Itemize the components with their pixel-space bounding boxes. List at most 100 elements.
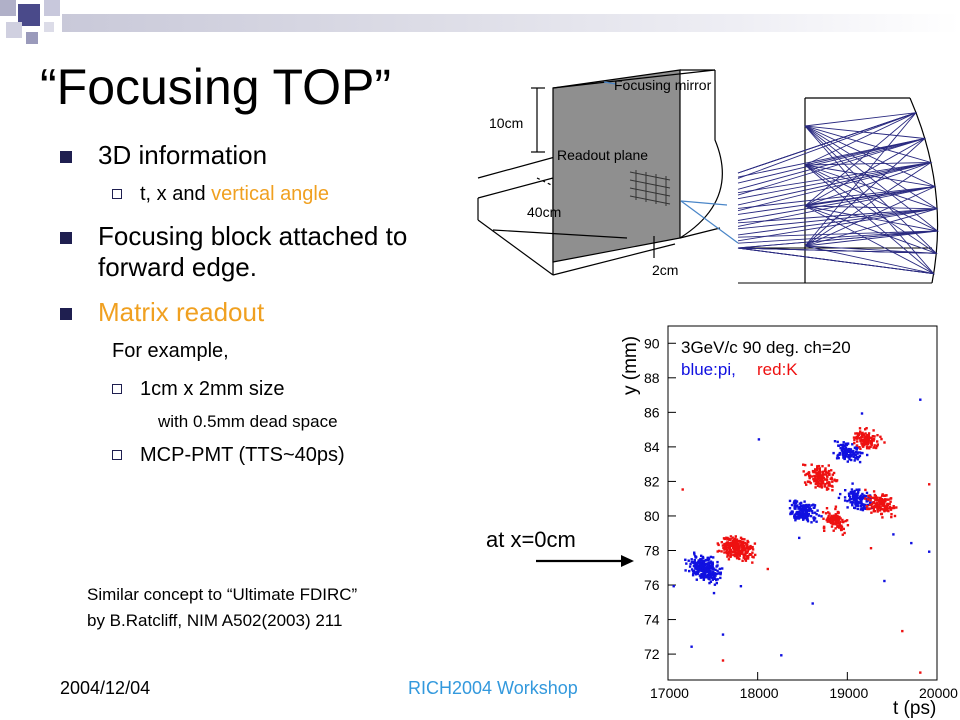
pi-point <box>836 440 839 444</box>
pi-point <box>692 565 696 568</box>
k-point <box>726 555 729 558</box>
k-point <box>830 477 833 481</box>
k-point <box>827 515 830 518</box>
k-point <box>825 475 829 478</box>
pi-point <box>712 575 715 579</box>
pi-point <box>848 455 852 458</box>
bar-top-edge <box>477 156 556 179</box>
pi-point <box>852 498 856 501</box>
k-point <box>728 546 731 549</box>
k-point <box>726 546 729 549</box>
k-point <box>804 463 807 467</box>
pi-point <box>846 499 849 503</box>
k-point <box>723 551 726 554</box>
pi-point <box>803 500 806 503</box>
k-point <box>813 480 816 483</box>
pi-point <box>719 573 722 576</box>
k-point <box>895 506 898 509</box>
bullet-text: 3D information <box>98 140 268 170</box>
pi-point <box>842 447 845 450</box>
pi-point <box>850 488 854 491</box>
k-point <box>729 535 733 538</box>
k-point <box>748 553 751 556</box>
pi-point <box>842 450 845 454</box>
k-point <box>827 464 830 467</box>
pi-point <box>848 494 851 497</box>
pi-point <box>802 518 805 521</box>
k-point <box>876 434 879 437</box>
k-point <box>881 504 884 507</box>
readout-plane <box>552 69 681 263</box>
pi-point <box>806 520 810 523</box>
pi-point <box>793 505 797 508</box>
k-point <box>810 475 814 478</box>
k-point <box>747 541 750 544</box>
ray-pointer-2 <box>680 200 739 244</box>
pi-point <box>803 506 806 509</box>
k-point <box>766 567 769 571</box>
pi-point <box>721 567 724 570</box>
y-tick-label: 74 <box>644 612 660 628</box>
k-point <box>821 472 825 476</box>
k-point <box>878 501 882 505</box>
k-point <box>740 552 743 555</box>
k-point <box>804 473 807 477</box>
pi-point <box>804 506 808 509</box>
k-point <box>876 443 879 446</box>
pi-point <box>718 567 721 571</box>
k-point <box>824 467 827 470</box>
pi-point <box>699 565 703 568</box>
pi-point <box>868 501 872 504</box>
k-point <box>808 475 811 479</box>
k-point <box>741 537 744 541</box>
pi-point <box>692 569 696 573</box>
pi-point <box>793 516 796 519</box>
pi-point <box>699 566 702 570</box>
k-point <box>815 482 818 485</box>
k-point <box>853 441 856 445</box>
pi-point <box>695 561 698 564</box>
k-point <box>883 441 886 444</box>
pi-point <box>804 504 807 507</box>
pi-point <box>712 568 715 571</box>
pi-point <box>793 515 796 518</box>
k-point <box>839 520 842 523</box>
k-point <box>745 555 748 558</box>
k-point <box>881 494 884 497</box>
k-point <box>817 464 821 468</box>
k-point <box>853 438 856 442</box>
dim-2cm-label: 2cm <box>652 262 678 278</box>
k-point <box>733 551 736 554</box>
k-point <box>749 546 752 549</box>
pi-point <box>739 585 743 588</box>
pi-point <box>851 443 854 446</box>
pi-point <box>860 507 863 510</box>
k-point <box>743 538 746 541</box>
pi-point <box>803 516 807 520</box>
k-point <box>872 437 876 441</box>
pi-point <box>800 513 803 516</box>
k-point <box>888 502 891 506</box>
pi-point <box>694 564 698 568</box>
k-point <box>861 444 864 447</box>
pi-point <box>696 568 699 571</box>
position-label: at x=0cm <box>486 527 576 552</box>
k-point <box>834 527 837 530</box>
pi-point <box>790 503 794 507</box>
pi-point <box>847 454 851 457</box>
pi-point <box>850 453 853 457</box>
pi-point <box>849 448 853 451</box>
k-point <box>886 507 889 511</box>
k-point <box>870 502 874 506</box>
pi-point <box>716 569 719 573</box>
k-point <box>869 495 872 498</box>
k-point <box>751 551 754 554</box>
y-tick-label: 82 <box>644 473 660 489</box>
pi-point <box>695 578 698 581</box>
pi-point <box>799 511 802 515</box>
k-point <box>841 533 844 536</box>
k-point <box>873 444 876 447</box>
k-point <box>813 474 816 478</box>
pi-point <box>846 460 849 463</box>
k-point <box>743 546 746 550</box>
